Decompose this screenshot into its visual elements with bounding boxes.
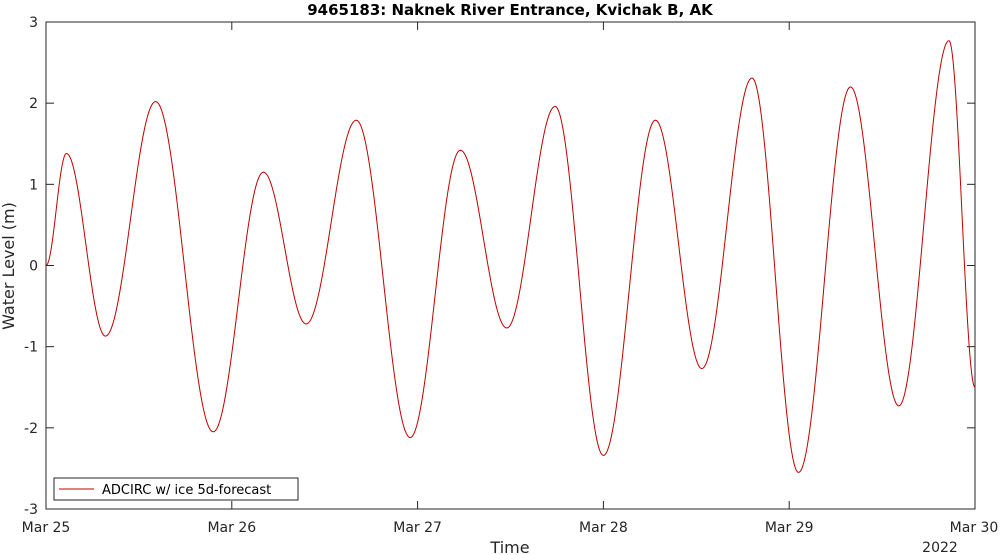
chart-title: 9465183: Naknek River Entrance, Kvichak …	[307, 1, 714, 19]
y-tick-label: -2	[24, 421, 38, 437]
x-tick-label: Mar 29	[765, 520, 814, 536]
series-line	[45, 40, 976, 474]
x-tick-label: Mar 25	[22, 520, 71, 536]
y-tick-label: -1	[24, 340, 38, 356]
y-tick-label: -3	[24, 502, 38, 518]
y-tick-label: 0	[29, 259, 38, 275]
legend-box	[53, 477, 299, 501]
x-axis-label: Time	[489, 538, 529, 555]
x-tick-label: Mar 30	[950, 520, 999, 536]
y-axis-label: Water Level (m)	[0, 202, 18, 330]
y-tick-label: 1	[29, 177, 38, 193]
legend-entry-label: ADCIRC w/ ice 5d-forecast	[102, 483, 271, 498]
plot-area	[45, 21, 976, 510]
x-tick-label: Mar 27	[393, 520, 442, 536]
y-axis: 3 2 1 0 -1 -2 -3	[24, 15, 975, 518]
y-tick-label: 2	[29, 96, 38, 112]
x-axis: Mar 25 Mar 26 Mar 27 Mar 28 Mar 29 Mar 30	[22, 22, 999, 536]
y-tick-label: 3	[29, 15, 38, 31]
axes-box	[45, 21, 976, 510]
year-label: 2022	[922, 540, 958, 555]
x-tick-label: Mar 26	[207, 520, 256, 536]
x-tick-label: Mar 28	[579, 520, 628, 536]
legend: ADCIRC w/ ice 5d-forecast	[53, 477, 299, 501]
